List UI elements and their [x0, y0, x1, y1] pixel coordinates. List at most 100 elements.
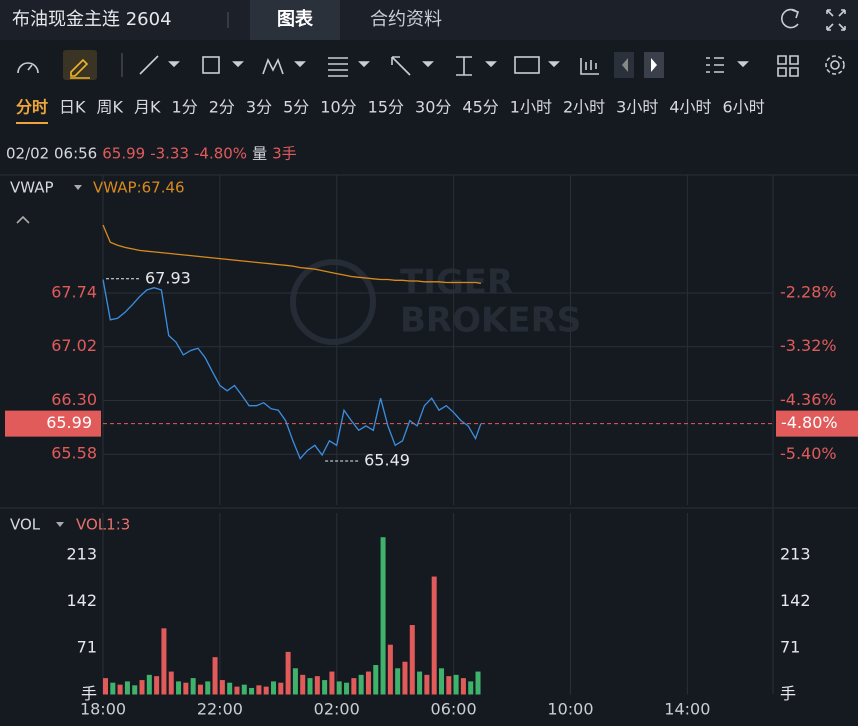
quote-volume-label: 量: [252, 145, 267, 163]
last-price-box: [5, 410, 101, 437]
volume-bar: [402, 661, 408, 695]
dropdown[interactable]: [548, 61, 560, 68]
annotation-label: 65.49: [364, 450, 410, 469]
dropdown[interactable]: [294, 61, 306, 68]
period[interactable]: 5分: [283, 98, 309, 117]
period[interactable]: 3小时: [616, 98, 658, 117]
period[interactable]: 日K: [59, 98, 86, 117]
volume-bar: [212, 657, 218, 695]
dropdown[interactable]: [737, 61, 749, 68]
arrow-tool[interactable]: [391, 56, 411, 76]
period[interactable]: 3分: [246, 98, 272, 117]
period[interactable]: 15分: [368, 98, 404, 117]
fib-tool[interactable]: [328, 57, 348, 77]
indicator-value: VWAP:67.46: [93, 179, 185, 197]
line-tool[interactable]: [139, 55, 159, 75]
volume-bar: [241, 684, 247, 695]
last-pct-label: -4.80%: [781, 413, 838, 432]
watermark-logo: [290, 259, 376, 345]
volume-bar: [475, 671, 481, 695]
period[interactable]: 2小时: [563, 98, 605, 117]
volume-bar: [300, 674, 306, 695]
pencil-icon[interactable]: [70, 58, 90, 79]
period[interactable]: 4小时: [669, 98, 711, 117]
volume-bar: [336, 681, 342, 695]
period-bar: 分时 日K 周K 月K 1分 2分 3分 5分 10分 15分 30分 45分 1小时 2小时 3小时 4小时…: [16, 98, 765, 117]
dropdown[interactable]: [485, 61, 497, 68]
list-icon[interactable]: [706, 57, 724, 73]
volume-bar: [417, 671, 423, 695]
tab-active[interactable]: [250, 0, 340, 40]
dropdown[interactable]: [74, 185, 82, 190]
y2-tick-label: -3.32%: [780, 336, 837, 355]
period[interactable]: 30分: [415, 98, 451, 117]
period[interactable]: 2分: [209, 98, 235, 117]
period[interactable]: 周K: [97, 98, 124, 117]
y2-tick-label: -4.36%: [780, 390, 837, 409]
quote-price: 65.99: [102, 145, 145, 163]
x-tick-label: 14:00: [664, 700, 710, 719]
volume-bar: [409, 625, 415, 695]
dropdown[interactable]: [358, 61, 370, 68]
volume-bar: [132, 685, 138, 695]
volume-bar: [358, 674, 364, 695]
volume-bar: [387, 644, 393, 695]
x-tick-label: 10:00: [547, 700, 593, 719]
indicator-name[interactable]: VOL: [10, 516, 41, 534]
volume-bar: [124, 681, 130, 695]
volume-bar: [161, 628, 167, 695]
period[interactable]: 1分: [172, 98, 198, 117]
volume-bar: [278, 682, 284, 695]
period[interactable]: 45分: [462, 98, 498, 117]
y-tick-label: 67.02: [51, 336, 97, 355]
volume-bar: [117, 684, 123, 695]
fullscreen-icon[interactable]: [826, 9, 846, 31]
dropdown[interactable]: [422, 61, 434, 68]
wave-tool[interactable]: [262, 57, 284, 75]
tab[interactable]: 合约资料: [370, 9, 442, 30]
candle-tool[interactable]: [580, 58, 599, 75]
y2-tick-label: -5.40%: [780, 444, 837, 463]
dropdown[interactable]: [56, 522, 64, 527]
period[interactable]: 10分: [320, 98, 356, 117]
quote-line: 02/02 06:56 65.99 -3.33 -4.80% 量 3手: [6, 145, 297, 163]
y-tick-label: 66.30: [51, 390, 97, 409]
indicator-name[interactable]: VWAP: [10, 179, 54, 197]
tab[interactable]: 图表: [277, 8, 314, 30]
volume-bar: [176, 681, 182, 695]
volume-bar: [285, 651, 291, 695]
vwap-line: [102, 224, 481, 284]
volume-bar: [395, 668, 401, 695]
y-tick-label: 213: [66, 544, 97, 563]
dropdown[interactable]: [168, 61, 180, 68]
volume-bar: [234, 686, 240, 695]
volume-bar: [256, 685, 262, 695]
refresh-icon[interactable]: [781, 8, 800, 29]
y-tick-label: 手: [780, 684, 796, 703]
y-tick-label: 213: [780, 544, 811, 563]
annotation-label: 67.93: [145, 268, 191, 287]
period[interactable]: 月K: [134, 98, 161, 117]
x-tick-label: 22:00: [197, 700, 243, 719]
period[interactable]: 6小时: [723, 98, 765, 117]
y-tick-label: 71: [780, 637, 800, 656]
y2-tick-label: -2.28%: [780, 282, 837, 301]
volume-bar: [190, 678, 196, 695]
settings-icon[interactable]: [830, 60, 840, 70]
last-price-label: 65.99: [46, 413, 92, 432]
dropdown[interactable]: [232, 61, 244, 68]
price-tool[interactable]: [456, 56, 472, 76]
y-tick-label: 71: [77, 637, 97, 656]
text-tool[interactable]: [514, 56, 540, 74]
volume-bar: [139, 680, 145, 695]
period[interactable]: 分时: [16, 98, 48, 117]
y-tick-label: 142: [66, 591, 97, 610]
pencil-bg[interactable]: [63, 50, 97, 80]
grid-icon[interactable]: [777, 55, 799, 77]
gauge-icon[interactable]: [17, 62, 39, 74]
collapse-icon[interactable]: [16, 215, 30, 224]
volume-bar: [183, 682, 189, 695]
period[interactable]: 1小时: [510, 98, 552, 117]
volume-bar: [439, 668, 444, 695]
rect-tool[interactable]: [202, 56, 220, 74]
